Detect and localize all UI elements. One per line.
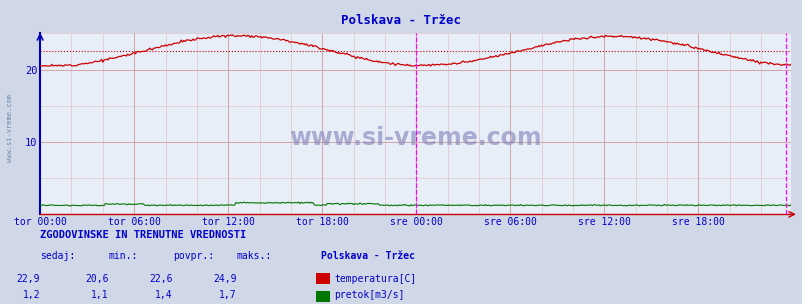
Text: povpr.:: povpr.: xyxy=(172,251,213,261)
Text: 22,9: 22,9 xyxy=(17,274,40,284)
Text: 20,6: 20,6 xyxy=(85,274,108,284)
Text: 1,1: 1,1 xyxy=(91,290,108,300)
Text: Polskava - Tržec: Polskava - Tržec xyxy=(341,14,461,27)
Text: 24,9: 24,9 xyxy=(213,274,237,284)
Text: temperatura[C]: temperatura[C] xyxy=(334,274,415,284)
Text: sedaj:: sedaj: xyxy=(40,251,75,261)
Text: www.si-vreme.com: www.si-vreme.com xyxy=(289,126,541,150)
Text: 1,2: 1,2 xyxy=(22,290,40,300)
Text: 22,6: 22,6 xyxy=(149,274,172,284)
Text: maks.:: maks.: xyxy=(237,251,272,261)
Text: ZGODOVINSKE IN TRENUTNE VREDNOSTI: ZGODOVINSKE IN TRENUTNE VREDNOSTI xyxy=(40,230,246,240)
Text: min.:: min.: xyxy=(108,251,138,261)
Text: pretok[m3/s]: pretok[m3/s] xyxy=(334,290,404,300)
Text: www.si-vreme.com: www.si-vreme.com xyxy=(6,94,13,162)
Text: 1,7: 1,7 xyxy=(219,290,237,300)
Text: Polskava - Tržec: Polskava - Tržec xyxy=(321,251,415,261)
Text: 1,4: 1,4 xyxy=(155,290,172,300)
